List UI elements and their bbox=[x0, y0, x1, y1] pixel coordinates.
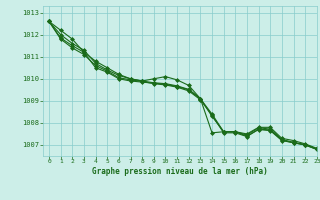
X-axis label: Graphe pression niveau de la mer (hPa): Graphe pression niveau de la mer (hPa) bbox=[92, 167, 268, 176]
